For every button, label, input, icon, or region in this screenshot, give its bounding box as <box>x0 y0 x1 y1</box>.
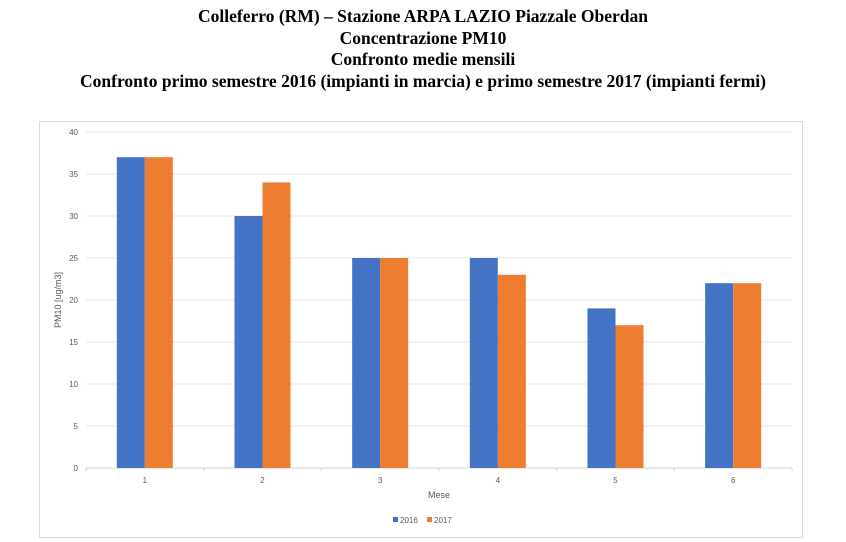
legend-swatch-2017 <box>427 517 432 522</box>
legend-label-2017: 2017 <box>434 516 452 525</box>
bars <box>116 157 762 468</box>
bar-2017-1 <box>144 157 173 468</box>
bar-2017-2 <box>262 182 291 468</box>
x-tick-label: 6 <box>731 476 736 485</box>
chart-title: Colleferro (RM) – Stazione ARPA LAZIO Pi… <box>0 6 846 92</box>
y-tick-label: 0 <box>74 464 79 473</box>
legend-label-2016: 2016 <box>400 516 418 525</box>
x-tick-label: 1 <box>143 476 148 485</box>
bar-2017-6 <box>733 283 762 468</box>
bar-2016-4 <box>469 258 498 468</box>
y-tick-label: 20 <box>69 296 78 305</box>
x-axis-title: Mese <box>428 490 450 500</box>
y-tick-label: 15 <box>69 338 78 347</box>
x-tick-label: 2 <box>260 476 265 485</box>
bar-2017-3 <box>380 258 409 468</box>
y-tick-label: 10 <box>69 380 78 389</box>
x-axis-ticks: 1 2 3 4 5 6 <box>85 468 793 485</box>
gridlines <box>86 131 792 469</box>
x-tick-label: 5 <box>613 476 618 485</box>
y-tick-label: 25 <box>69 254 78 263</box>
title-line-1: Colleferro (RM) – Stazione ARPA LAZIO Pi… <box>198 6 648 26</box>
legend-swatch-2016 <box>393 517 398 522</box>
y-tick-label: 5 <box>74 422 79 431</box>
y-axis-ticks: 0 5 10 15 20 25 30 35 40 <box>69 128 78 473</box>
title-line-3: Confronto medie mensili <box>330 49 516 69</box>
y-tick-label: 35 <box>69 170 78 179</box>
bar-2016-6 <box>705 283 734 468</box>
bar-2017-4 <box>497 274 526 468</box>
bar-2016-2 <box>234 216 263 468</box>
x-tick-label: 3 <box>378 476 383 485</box>
x-tick-label: 4 <box>496 476 501 485</box>
y-tick-label: 30 <box>69 212 78 221</box>
bar-2016-1 <box>116 157 145 468</box>
title-line-2: Concentrazione PM10 <box>339 27 507 48</box>
bar-2016-5 <box>587 308 616 468</box>
legend: 2016 2017 <box>393 516 452 525</box>
title-line-4: Confronto primo semestre 2016 (impianti … <box>80 70 766 91</box>
bar-2017-5 <box>615 325 644 468</box>
bar-2016-3 <box>352 258 381 468</box>
y-tick-label: 40 <box>69 128 78 137</box>
y-axis-title: PM10 [ug/m3] <box>53 272 63 328</box>
